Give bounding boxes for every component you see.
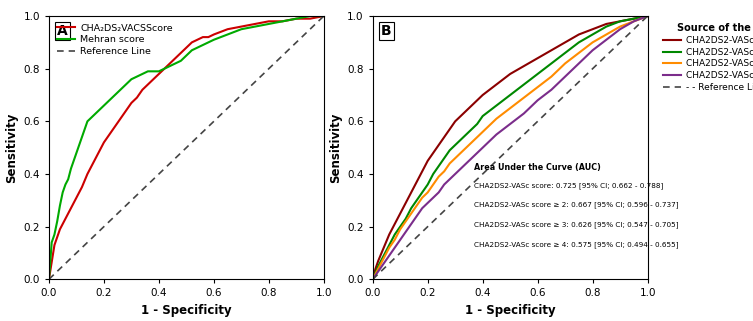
Text: CHA2DS2-VASc score ≥ 2: 0.667 [95% CI; 0.596 - 0.737]: CHA2DS2-VASc score ≥ 2: 0.667 [95% CI; 0… [474, 202, 679, 208]
X-axis label: 1 - Specificity: 1 - Specificity [465, 304, 556, 317]
Y-axis label: Sensitivity: Sensitivity [328, 112, 342, 183]
Text: Area Under the Curve (AUC): Area Under the Curve (AUC) [474, 163, 602, 172]
Text: CHA2DS2-VASc score ≥ 4: 0.575 [95% CI; 0.494 - 0.655]: CHA2DS2-VASc score ≥ 4: 0.575 [95% CI; 0… [474, 241, 679, 248]
Text: B: B [381, 24, 392, 38]
Y-axis label: Sensitivity: Sensitivity [5, 112, 18, 183]
Text: CHA2DS2-VASc score ≥ 3: 0.626 [95% CI; 0.547 - 0.705]: CHA2DS2-VASc score ≥ 3: 0.626 [95% CI; 0… [474, 221, 679, 228]
Legend: CHA₂DS₂VACSScore, Mehran score, Reference Line: CHA₂DS₂VACSScore, Mehran score, Referenc… [53, 21, 175, 59]
X-axis label: 1 - Specificity: 1 - Specificity [141, 304, 232, 317]
Legend: CHA2DS2-VASc score, CHA2DS2-VASc score ≥ 2, CHA2DS2-VASc score ≥ 3, CHA2DS2-VASc: CHA2DS2-VASc score, CHA2DS2-VASc score ≥… [660, 21, 753, 94]
Text: A: A [57, 24, 68, 38]
Text: CHA2DS2-VASc score: 0.725 [95% CI; 0.662 - 0.788]: CHA2DS2-VASc score: 0.725 [95% CI; 0.662… [474, 182, 663, 189]
